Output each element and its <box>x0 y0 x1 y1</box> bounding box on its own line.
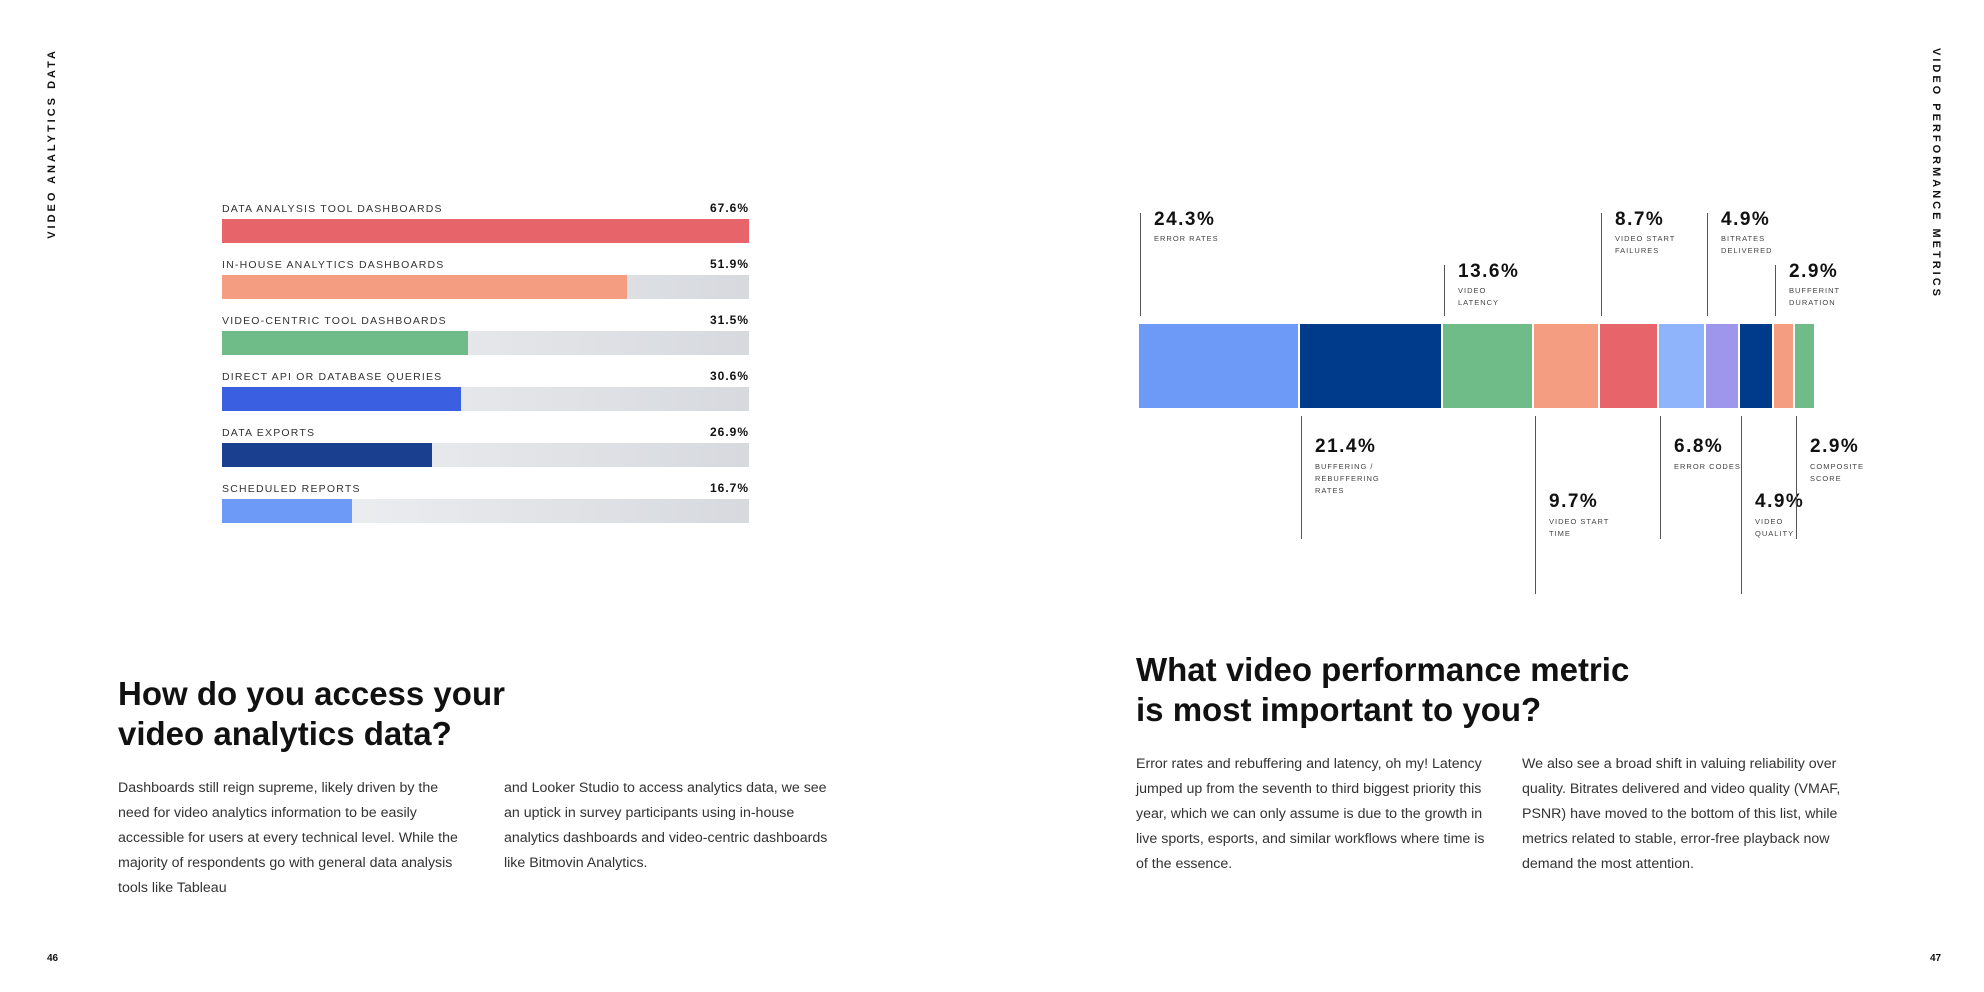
stack-segment <box>1139 324 1299 408</box>
metric-label: ERROR CODES <box>1674 462 1741 471</box>
callout-line <box>1444 265 1445 316</box>
stack-segment <box>1739 324 1772 408</box>
metric-label: ERROR RATES <box>1154 234 1219 243</box>
bar-category-label: DATA ANALYSIS TOOL DASHBOARDS <box>222 203 443 215</box>
bar-category-label: DIRECT API OR DATABASE QUERIES <box>222 371 443 383</box>
stack-segment <box>1658 324 1704 408</box>
left-body-col2: and Looker Studio to access analytics da… <box>504 780 828 871</box>
bar-track <box>222 499 749 523</box>
left-heading: How do you access your video analytics d… <box>118 674 505 754</box>
bar <box>222 331 468 355</box>
metric-percent: 6.8% <box>1674 436 1724 457</box>
callout-line <box>1660 416 1661 539</box>
callout-line <box>1741 416 1742 594</box>
left-heading-line1: How do you access your <box>118 675 505 712</box>
bar-row: DATA ANALYSIS TOOL DASHBOARDS 67.6% <box>222 197 749 253</box>
stack-segment <box>1442 324 1533 408</box>
metric-percent: 2.9% <box>1789 261 1839 282</box>
metric-percent: 4.9% <box>1755 491 1805 512</box>
bar-header: DIRECT API OR DATABASE QUERIES 30.6% <box>222 365 749 383</box>
bar-value-label: 67.6% <box>709 201 749 215</box>
left-page-number: 46 <box>47 953 59 964</box>
callout-line <box>1301 416 1302 539</box>
stack-segment <box>1534 324 1598 408</box>
metric-percent: 13.6% <box>1458 261 1520 282</box>
metric-label: VIDEO LATENCY <box>1458 286 1500 307</box>
bar <box>222 387 461 411</box>
bar-value-label: 51.9% <box>709 257 749 271</box>
metric-percent: 24.3% <box>1154 209 1216 230</box>
metric-label: VIDEO QUALITY <box>1755 517 1795 538</box>
right-page-number: 47 <box>1930 953 1942 964</box>
bar-header: IN-HOUSE ANALYTICS DASHBOARDS 51.9% <box>222 253 749 271</box>
right-heading: What video performance metric is most im… <box>1136 650 1629 730</box>
callout-line <box>1775 265 1776 316</box>
callout-line <box>1535 416 1536 594</box>
right-heading-line2: is most important to you? <box>1136 691 1542 728</box>
left-side-label: VIDEO ANALYTICS DATA <box>46 48 58 239</box>
bar-header: DATA ANALYSIS TOOL DASHBOARDS 67.6% <box>222 197 749 215</box>
bar <box>222 275 627 299</box>
metric-percent: 21.4% <box>1315 436 1377 457</box>
bar-header: SCHEDULED REPORTS 16.7% <box>222 477 749 495</box>
stack-segment <box>1773 324 1793 408</box>
bar-track <box>222 443 749 467</box>
callout-line <box>1707 213 1708 316</box>
bar-value-label: 26.9% <box>709 425 749 439</box>
metric-percent: 8.7% <box>1615 209 1665 230</box>
bar <box>222 499 353 523</box>
metric-label: BITRATES DELIVERED <box>1721 234 1773 255</box>
bar-track <box>222 331 749 355</box>
access-method-bar-chart: DATA ANALYSIS TOOL DASHBOARDS 67.6% IN-HOU… <box>222 197 749 533</box>
stack-segment <box>1300 324 1441 408</box>
bar <box>222 443 432 467</box>
bar-value-label: 30.6% <box>709 369 749 383</box>
bar-track <box>222 387 749 411</box>
metric-label: BUFFERING / REBUFFERING RATES <box>1315 462 1380 495</box>
bar <box>222 219 749 243</box>
bar-value-label: 16.7% <box>709 481 749 495</box>
stack-segment <box>1599 324 1657 408</box>
left-heading-line2: video analytics data? <box>118 715 452 752</box>
bar-row: DIRECT API OR DATABASE QUERIES 30.6% <box>222 365 749 421</box>
bar-row: DATA EXPORTS 26.9% <box>222 421 749 477</box>
callout-line <box>1140 213 1141 316</box>
right-side-label: VIDEO PERFORMANCE METRICS <box>1930 48 1942 300</box>
bar-row: IN-HOUSE ANALYTICS DASHBOARDS 51.9% <box>222 253 749 309</box>
callout-line <box>1796 416 1797 539</box>
stack-segment <box>1705 324 1738 408</box>
bar-category-label: IN-HOUSE ANALYTICS DASHBOARDS <box>222 259 445 271</box>
metric-label: VIDEO START FAILURES <box>1615 234 1676 255</box>
metric-percent: 9.7% <box>1549 491 1599 512</box>
bar-track <box>222 275 749 299</box>
left-body-col1: Dashboards still reign supreme, likely d… <box>118 780 458 896</box>
bar-value-label: 31.5% <box>709 313 749 327</box>
metric-label: VIDEO START TIME <box>1549 517 1610 538</box>
bar-row: SCHEDULED REPORTS 16.7% <box>222 477 749 533</box>
bar-header: VIDEO-CENTRIC TOOL DASHBOARDS 31.5% <box>222 309 749 327</box>
right-body-col2: We also see a broad shift in valuing rel… <box>1522 756 1841 872</box>
bar-category-label: VIDEO-CENTRIC TOOL DASHBOARDS <box>222 315 447 327</box>
metric-percent: 2.9% <box>1810 436 1860 457</box>
callout-line <box>1601 213 1602 316</box>
right-body-col1: Error rates and rebuffering and latency,… <box>1136 756 1485 872</box>
metric-percent: 4.9% <box>1721 209 1771 230</box>
bar-header: DATA EXPORTS 26.9% <box>222 421 749 439</box>
bar-track <box>222 219 749 243</box>
bar-row: VIDEO-CENTRIC TOOL DASHBOARDS 31.5% <box>222 309 749 365</box>
metric-label: COMPOSITE SCORE <box>1810 462 1865 483</box>
stack-segment <box>1794 324 1814 408</box>
right-heading-line1: What video performance metric <box>1136 651 1630 688</box>
bar-category-label: SCHEDULED REPORTS <box>222 483 361 495</box>
metric-label: BUFFERINT DURATION <box>1789 286 1840 307</box>
bar-category-label: DATA EXPORTS <box>222 427 316 439</box>
